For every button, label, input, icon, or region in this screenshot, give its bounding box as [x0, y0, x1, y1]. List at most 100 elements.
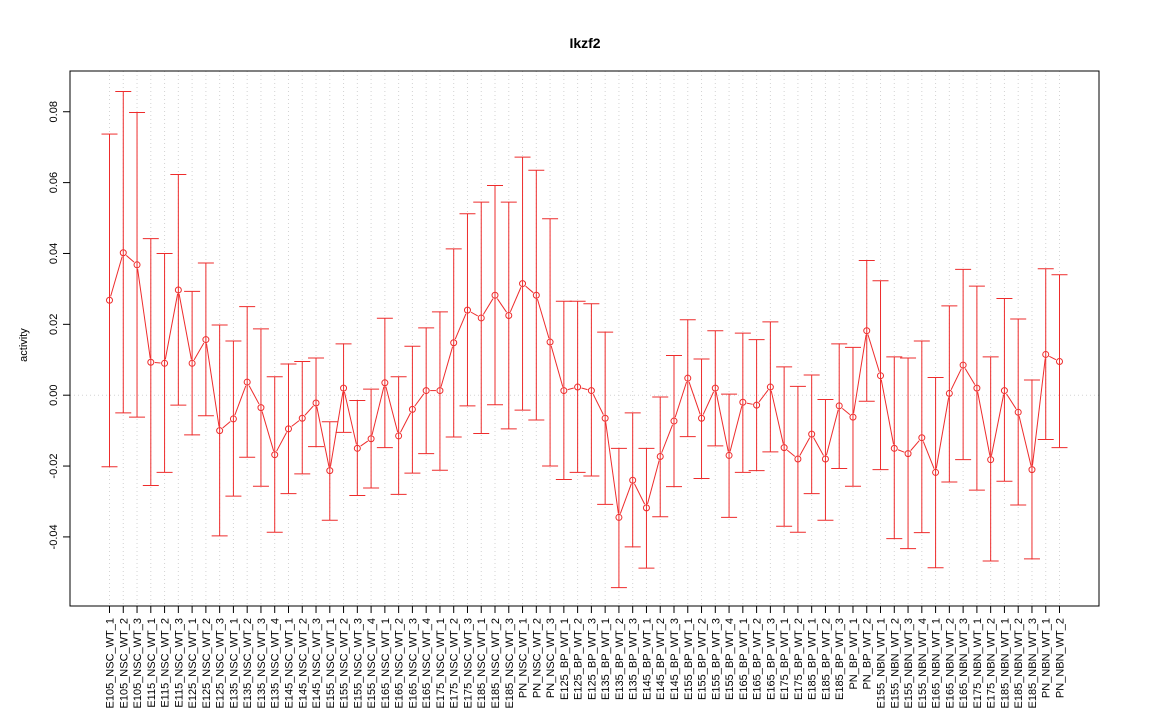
x-tick-label: E185_BP_WT_2 [820, 618, 832, 700]
x-tick-label: E135_NSC_WT_4 [270, 618, 282, 709]
series-segment [567, 387, 574, 391]
x-tick-label: E165_NBN_WT_1 [931, 618, 943, 709]
data-point [725, 451, 733, 459]
series-segment [619, 483, 632, 514]
data-point [243, 378, 251, 386]
y-tick-label: 0.00 [48, 384, 60, 405]
series-segment [343, 391, 357, 445]
x-tick-label: E135_NSC_WT_3 [256, 618, 268, 709]
data-point [216, 427, 224, 435]
x-tick-label: E185_NBN_WT_1 [999, 618, 1011, 709]
x-tick-label: E165_NSC_WT_4 [421, 618, 433, 709]
x-tick-label: E175_NSC_WT_3 [462, 618, 474, 709]
series-segment [661, 424, 674, 453]
x-tick-label: E165_NSC_WT_2 [394, 618, 406, 709]
series-segment [825, 409, 839, 456]
x-tick-label: E145_BP_WT_3 [669, 618, 681, 700]
series-segment [509, 287, 522, 312]
series-segment [550, 345, 564, 387]
data-point [174, 286, 182, 294]
series-segment [385, 386, 399, 433]
data-point [1014, 408, 1022, 416]
data-point [395, 432, 403, 440]
x-tick-label: E135_BP_WT_2 [614, 618, 626, 700]
x-tick-label: E175_NBN_WT_2 [986, 618, 998, 709]
series-segment [581, 387, 588, 391]
series-segment [193, 342, 205, 361]
axes: -0.04 -0.02 0.00 0.02 0.04 0.06 0.08 E105_NSC_W… [48, 101, 1067, 708]
x-tick-label: E165_NSC_WT_3 [407, 618, 419, 709]
x-tick-label: E175_BP_WT_2 [793, 618, 805, 700]
y-tick-label: -0.02 [48, 454, 60, 479]
data-point [794, 455, 802, 463]
x-tick-label: E155_BP_WT_1 [683, 618, 695, 700]
data-point [918, 434, 926, 442]
data-point [849, 413, 857, 421]
series-segment [360, 440, 369, 447]
x-tick-label: E175_NBN_WT_1 [972, 618, 984, 709]
series-segment [841, 407, 851, 415]
data-point [587, 387, 595, 395]
series-segment [1049, 355, 1057, 361]
data-point [890, 444, 898, 452]
series-segment [813, 437, 824, 456]
series-segment [454, 313, 467, 340]
series-segment [178, 293, 192, 360]
series-segment [799, 437, 811, 456]
x-tick-label: PN_BP_WT_1 [848, 618, 860, 690]
data-point [519, 280, 527, 288]
series-segment [880, 379, 895, 445]
x-tick-label: E145_NSC_WT_2 [297, 618, 309, 709]
x-tick-label: E185_BP_WT_3 [834, 618, 846, 700]
data-point [436, 387, 444, 395]
x-tick-label: E185_NBN_WT_2 [1013, 618, 1025, 709]
data-point [766, 383, 774, 391]
series-segment [470, 311, 479, 317]
series-segment [440, 346, 454, 387]
series-segment [674, 381, 688, 418]
x-tick-label: E125_NSC_WT_2 [201, 618, 213, 709]
x-tick-label: E125_BP_WT_1 [559, 618, 571, 700]
y-tick-label: 0.06 [48, 172, 60, 193]
data-point [1042, 350, 1050, 358]
series-segment [634, 483, 646, 505]
x-tick-label: E125_NSC_WT_1 [187, 618, 199, 709]
data-point [642, 504, 650, 512]
series-line [110, 255, 1057, 514]
series-segment [592, 393, 604, 415]
data-point [367, 435, 375, 443]
data-point [629, 476, 637, 484]
chart-title: Ikzf2 [569, 35, 600, 51]
x-tick-label: E155_NSC_WT_1 [325, 618, 337, 709]
x-tick-label: E135_BP_WT_1 [600, 618, 612, 700]
data-point [615, 513, 623, 521]
series-segment [248, 385, 260, 405]
series-segment [316, 406, 330, 467]
x-tick-label: E155_NBN_WT_4 [917, 618, 929, 709]
data-point [312, 399, 320, 407]
x-tick-label: PN_NBN_WT_1 [1041, 618, 1053, 698]
x-tick-label: E105_NSC_WT_1 [105, 618, 117, 709]
data-point [271, 451, 279, 459]
series-segment [234, 385, 247, 416]
data-point [684, 374, 692, 382]
x-tick-label: E155_NBN_WT_2 [889, 618, 901, 709]
series-segment [1006, 393, 1017, 410]
data-point [987, 456, 995, 464]
data-point [1056, 358, 1063, 366]
series-segment [400, 412, 412, 433]
data-point [284, 425, 292, 433]
series-segment [482, 298, 494, 315]
data-point [1000, 387, 1008, 395]
series-segment [496, 298, 507, 313]
data-point [711, 384, 719, 392]
data-point [147, 358, 155, 366]
data-point [408, 405, 416, 413]
series-segment [525, 285, 534, 294]
x-tick-label: E175_NSC_WT_1 [435, 618, 447, 709]
series-segment [910, 440, 920, 451]
grid-lines [70, 71, 1099, 606]
data-point [932, 468, 940, 476]
x-tick-label: PN_NBN_WT_2 [1055, 618, 1067, 698]
